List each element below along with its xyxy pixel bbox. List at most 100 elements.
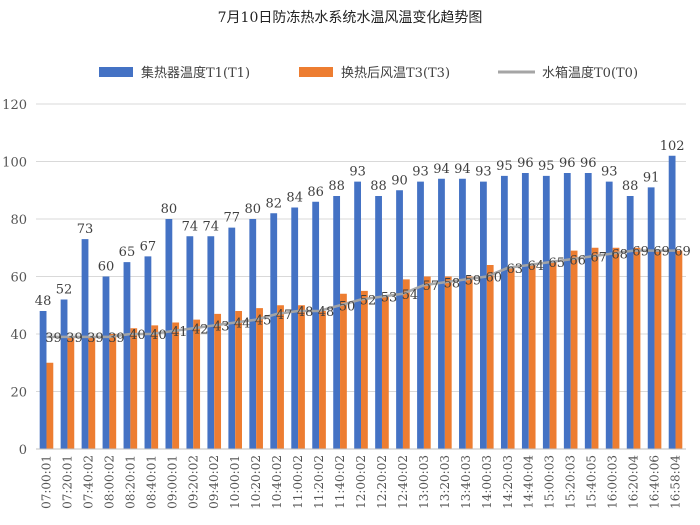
bar-t1 bbox=[521, 173, 529, 449]
data-label-t0: 60 bbox=[486, 271, 503, 286]
data-label-t0: 63 bbox=[507, 262, 524, 277]
y-tick-label: 0 bbox=[19, 443, 27, 458]
data-label-t1: 96 bbox=[559, 156, 576, 171]
bar-t1 bbox=[417, 181, 424, 449]
data-label-t0: 69 bbox=[653, 245, 670, 260]
data-label-t1: 86 bbox=[307, 185, 324, 200]
line-series bbox=[46, 249, 676, 339]
data-label-t0: 45 bbox=[255, 314, 272, 329]
data-label-t1: 84 bbox=[286, 191, 303, 206]
data-label-t1: 88 bbox=[328, 179, 345, 194]
data-label-t1: 88 bbox=[622, 179, 639, 194]
bar-t1 bbox=[375, 196, 382, 449]
x-tick-label: 09:40:02 bbox=[207, 455, 221, 509]
x-tick-label: 09:00:01 bbox=[165, 455, 179, 509]
x-tick-label: 07:00:01 bbox=[39, 455, 53, 509]
data-label-t1: 93 bbox=[412, 165, 429, 180]
y-tick-label: 80 bbox=[10, 213, 27, 228]
y-tick-label: 20 bbox=[10, 386, 27, 401]
x-tick-label: 15:00:03 bbox=[543, 455, 557, 509]
data-label-t1: 60 bbox=[98, 260, 115, 275]
data-label-t0: 43 bbox=[213, 319, 230, 334]
data-label-t0: 59 bbox=[465, 273, 482, 288]
bar-t3 bbox=[214, 313, 222, 449]
bar-t3 bbox=[465, 276, 473, 449]
bar-t1 bbox=[563, 173, 571, 449]
data-label-t0: 47 bbox=[276, 308, 293, 323]
bar-t1 bbox=[144, 256, 152, 449]
data-label-t1: 102 bbox=[660, 139, 685, 154]
bar-t1 bbox=[668, 155, 676, 449]
bar-t1 bbox=[270, 213, 278, 449]
x-tick-label: 08:40:01 bbox=[144, 455, 158, 509]
bar-t3 bbox=[423, 276, 431, 449]
data-label-t1: 52 bbox=[56, 283, 73, 298]
data-label-t0: 57 bbox=[423, 279, 440, 294]
bar-t1 bbox=[123, 262, 131, 449]
bar-t1 bbox=[647, 187, 655, 449]
legend-swatch bbox=[299, 67, 333, 77]
bar-t1 bbox=[249, 219, 257, 449]
x-axis: 07:00:01 07:20:01 07:40:02 08:00:02 08:20:01… bbox=[36, 448, 686, 509]
bar-t1 bbox=[605, 181, 613, 449]
x-tick-label: 11:40:02 bbox=[333, 455, 347, 509]
bar-t1 bbox=[60, 299, 68, 449]
bar-t3 bbox=[570, 250, 578, 449]
bar-t3 bbox=[612, 247, 620, 449]
x-tick-label: 14:00:03 bbox=[480, 455, 494, 509]
x-tick-label: 16:58:04 bbox=[669, 455, 683, 509]
bar-t3 bbox=[67, 336, 75, 449]
bar-t1 bbox=[333, 196, 341, 449]
data-label-t1: 95 bbox=[496, 159, 513, 174]
y-tick-label: 120 bbox=[2, 98, 27, 113]
data-label-t0: 53 bbox=[381, 291, 398, 306]
data-label-t1: 94 bbox=[433, 162, 450, 177]
x-tick-label: 16:00:03 bbox=[606, 455, 620, 509]
chart-title: 7月10日防冻热水系统水温风温变化趋势图 bbox=[218, 9, 483, 26]
bar-t3 bbox=[193, 319, 201, 449]
x-tick-label: 14:20:03 bbox=[501, 455, 515, 509]
data-label-t0: 41 bbox=[171, 325, 188, 340]
bar-t3 bbox=[528, 265, 536, 449]
bar-t1 bbox=[165, 219, 173, 449]
bar-t3 bbox=[109, 334, 117, 449]
x-tick-label: 13:00:03 bbox=[417, 455, 431, 509]
x-tick-label: 15:20:03 bbox=[564, 455, 578, 509]
data-label-t1: 93 bbox=[475, 165, 492, 180]
bar-t3 bbox=[381, 296, 389, 449]
bar-t3 bbox=[340, 293, 347, 449]
data-label-t1: 77 bbox=[224, 211, 241, 226]
data-label-t0: 52 bbox=[360, 294, 377, 309]
y-tick-label: 60 bbox=[10, 271, 27, 286]
data-label-t0: 67 bbox=[590, 250, 607, 265]
bar-t1 bbox=[500, 175, 508, 449]
bar-t3 bbox=[235, 311, 242, 449]
bar-t1 bbox=[228, 227, 236, 449]
bar-t3 bbox=[654, 250, 662, 449]
data-label-t0: 40 bbox=[129, 328, 146, 343]
data-label-t0: 39 bbox=[45, 331, 62, 346]
data-label-t0: 40 bbox=[150, 328, 167, 343]
data-label-t1: 93 bbox=[601, 165, 618, 180]
bar-t3 bbox=[402, 279, 410, 449]
bar-t3 bbox=[298, 305, 305, 449]
bar-t3 bbox=[486, 265, 494, 449]
x-tick-label: 07:40:02 bbox=[81, 455, 95, 509]
bar-t3 bbox=[361, 290, 368, 449]
data-label-t1: 65 bbox=[119, 245, 136, 260]
bar-t1 bbox=[480, 181, 487, 449]
legend-label: 水箱温度T0(T0) bbox=[542, 65, 638, 81]
data-label-t1: 94 bbox=[454, 162, 471, 177]
bar-t3 bbox=[591, 247, 599, 449]
x-tick-label: 13:20:03 bbox=[438, 455, 452, 509]
bar-t1 bbox=[312, 201, 320, 449]
data-label-t1: 90 bbox=[391, 173, 408, 188]
x-tick-label: 12:20:02 bbox=[375, 455, 389, 509]
bar-t3 bbox=[256, 308, 263, 449]
data-label-t1: 91 bbox=[643, 170, 660, 185]
y-tick-label: 100 bbox=[2, 156, 27, 171]
bar-t3 bbox=[277, 305, 284, 449]
data-label-t0: 65 bbox=[548, 256, 565, 271]
